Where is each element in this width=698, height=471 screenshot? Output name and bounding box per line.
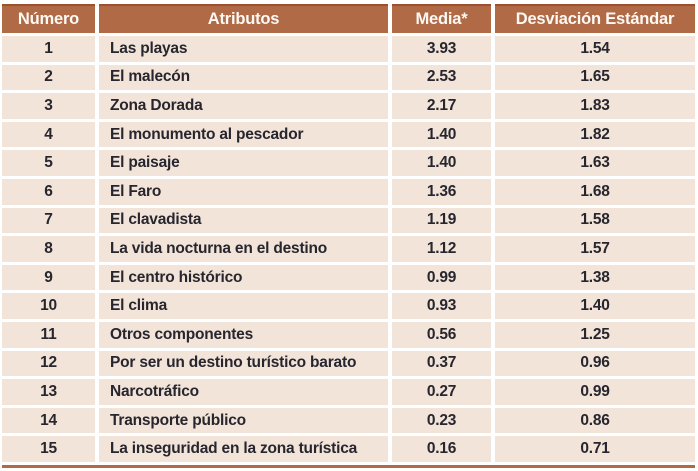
desviacion-cell: 0.71 [495, 436, 695, 462]
row-number-cell: 15 [2, 436, 95, 462]
column-header-numero: Número [2, 4, 95, 33]
attribute-cell: Zona Dorada [99, 93, 388, 119]
attribute-cell: Transporte público [99, 407, 388, 434]
row-number-cell: 7 [2, 207, 95, 234]
row-number-cell: 13 [2, 379, 95, 405]
media-cell: 2.17 [392, 93, 491, 119]
row-number-cell: 8 [2, 236, 95, 262]
media-cell: 1.12 [392, 236, 491, 262]
desviacion-cell: 1.82 [495, 121, 695, 148]
media-cell: 0.37 [392, 350, 491, 377]
desviacion-cell: 1.54 [495, 36, 695, 62]
column-header-desviacion-estandar: Desviación Estándar [495, 4, 695, 33]
media-cell: 0.16 [392, 436, 491, 462]
desviacion-cell: 1.40 [495, 293, 695, 319]
desviacion-cell: 0.96 [495, 350, 695, 377]
attribute-cell: La vida nocturna en el destino [99, 236, 388, 262]
desviacion-cell: 0.99 [495, 379, 695, 405]
row-number-cell: 9 [2, 264, 95, 291]
row-number-cell: 12 [2, 350, 95, 377]
attributes-table: Número Atributos Media* Desviación Están… [2, 4, 695, 462]
row-number-cell: 1 [2, 36, 95, 62]
column-header-media: Media* [392, 4, 491, 33]
desviacion-cell: 0.86 [495, 407, 695, 434]
row-number-cell: 3 [2, 93, 95, 119]
media-cell: 0.99 [392, 264, 491, 291]
attribute-cell: Otros componentes [99, 321, 388, 348]
attribute-cell: La inseguridad en la zona turística [99, 436, 388, 462]
media-cell: 1.40 [392, 121, 491, 148]
media-cell: 0.56 [392, 321, 491, 348]
media-cell: 1.40 [392, 150, 491, 176]
attribute-cell: El paisaje [99, 150, 388, 176]
media-cell: 0.93 [392, 293, 491, 319]
row-number-cell: 10 [2, 293, 95, 319]
attribute-cell: El Faro [99, 178, 388, 205]
attribute-cell: Narcotráfico [99, 379, 388, 405]
column-header-atributos: Atributos [99, 4, 388, 33]
desviacion-cell: 1.65 [495, 64, 695, 91]
media-cell: 1.19 [392, 207, 491, 234]
attribute-cell: El centro histórico [99, 264, 388, 291]
row-number-cell: 2 [2, 64, 95, 91]
media-cell: 0.23 [392, 407, 491, 434]
row-number-cell: 14 [2, 407, 95, 434]
media-cell: 1.36 [392, 178, 491, 205]
row-number-cell: 5 [2, 150, 95, 176]
desviacion-cell: 1.83 [495, 93, 695, 119]
attribute-cell: Por ser un destino turístico barato [99, 350, 388, 377]
desviacion-cell: 1.63 [495, 150, 695, 176]
desviacion-cell: 1.38 [495, 264, 695, 291]
row-number-cell: 6 [2, 178, 95, 205]
desviacion-cell: 1.58 [495, 207, 695, 234]
media-cell: 2.53 [392, 64, 491, 91]
row-number-cell: 4 [2, 121, 95, 148]
attribute-cell: El clima [99, 293, 388, 319]
attribute-cell: El malecón [99, 64, 388, 91]
row-number-cell: 11 [2, 321, 95, 348]
attribute-cell: Las playas [99, 36, 388, 62]
table-bottom-rule [2, 464, 695, 468]
attribute-cell: El clavadista [99, 207, 388, 234]
attribute-cell: El monumento al pescador [99, 121, 388, 148]
media-cell: 0.27 [392, 379, 491, 405]
desviacion-cell: 1.68 [495, 178, 695, 205]
desviacion-cell: 1.57 [495, 236, 695, 262]
desviacion-cell: 1.25 [495, 321, 695, 348]
media-cell: 3.93 [392, 36, 491, 62]
